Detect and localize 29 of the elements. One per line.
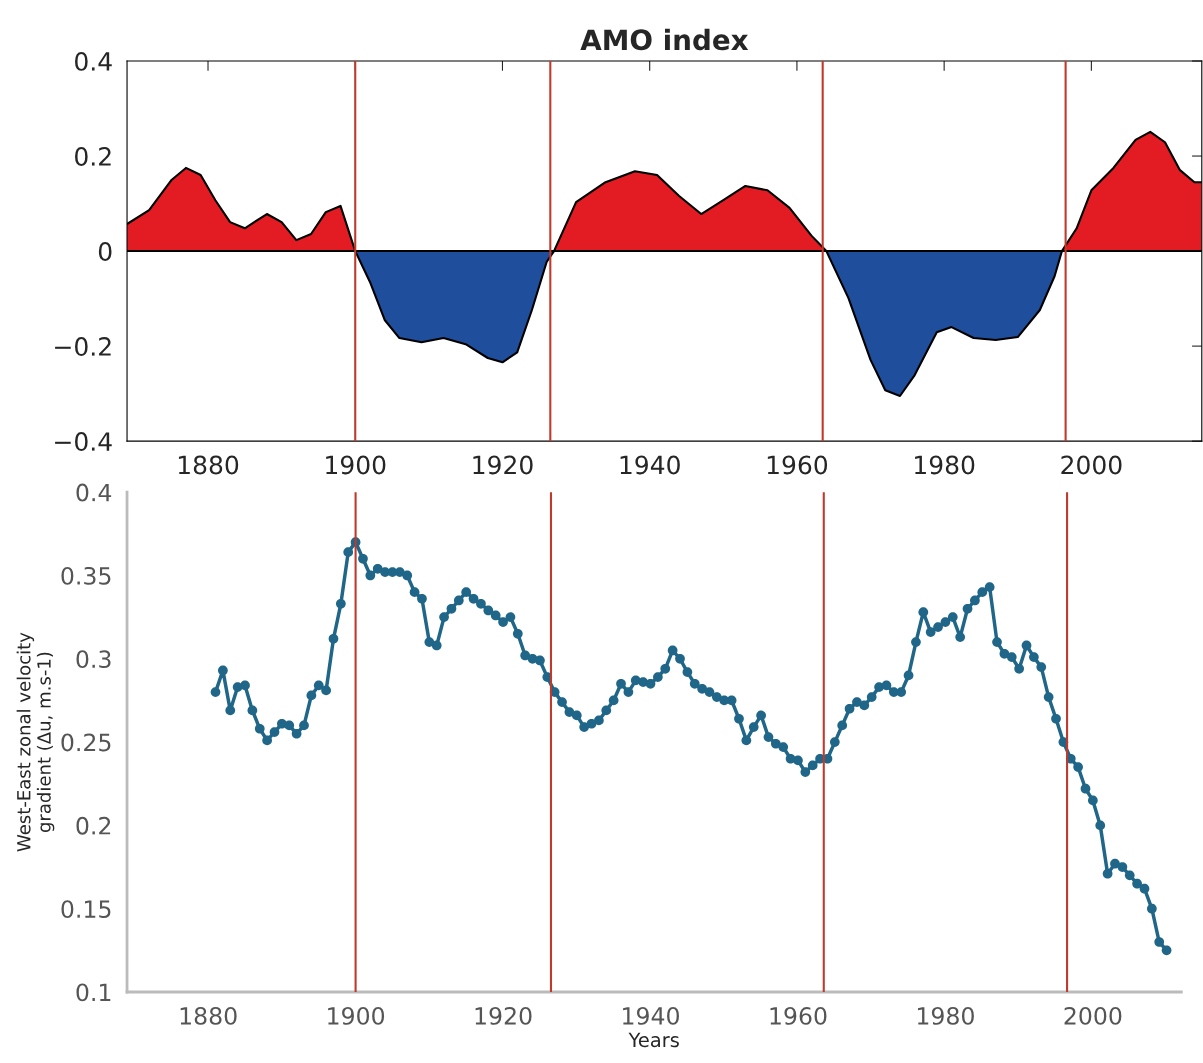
- x-tick-label: 1960: [770, 1006, 827, 1025]
- x-tick-label: 1880: [178, 455, 239, 475]
- x-tick-label: 1940: [623, 1006, 679, 1025]
- x-tick-label: 1980: [915, 455, 975, 475]
- y-tick-label: −0.4: [55, 432, 112, 451]
- x-tick-label: 1900: [326, 455, 386, 475]
- y-tick-label: 0.2: [76, 816, 111, 835]
- x-tick-label: 1940: [620, 455, 680, 475]
- y-tick-label: 0: [98, 242, 112, 261]
- x-tick-label: 1920: [473, 455, 533, 475]
- chart-title: AMO index: [580, 28, 749, 51]
- x-tick-label: 1960: [767, 455, 828, 475]
- x-axis-title: Years: [628, 1032, 679, 1048]
- y-tick-label: 0.3: [76, 650, 111, 669]
- y-tick-label: 0.4: [75, 51, 112, 71]
- x-tick-label: 1980: [917, 1006, 974, 1025]
- x-tick-label: 2000: [1061, 455, 1122, 475]
- x-tick-label: 1900: [328, 1006, 385, 1025]
- x-tick-label: 1920: [475, 1006, 532, 1025]
- y-axis-title: West-East zonal velocity gradient (Δu, m.s-1): [16, 632, 55, 852]
- y-tick-label: 0.2: [75, 146, 111, 166]
- x-tick-label: 1880: [180, 1006, 237, 1025]
- y-tick-label: 0.4: [76, 483, 112, 502]
- x-tick-label: 2000: [1064, 1006, 1122, 1025]
- y-tick-label: 0.25: [61, 733, 111, 752]
- y-tick-label: 0.1: [76, 983, 111, 1002]
- y-tick-label: 0.35: [61, 566, 111, 585]
- y-tick-label: −0.2: [55, 337, 111, 356]
- y-tick-label: 0.15: [61, 900, 111, 918]
